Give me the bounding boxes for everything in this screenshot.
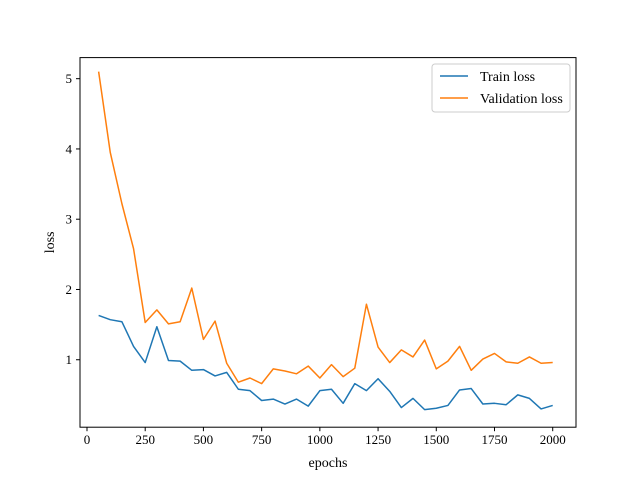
legend-label-train-loss: Train loss: [480, 70, 535, 85]
series-lines: [97, 71, 553, 411]
x-tick-label: 500: [194, 432, 214, 447]
x-tick-label: 1750: [481, 432, 507, 447]
y-axis-label: loss: [43, 232, 58, 254]
x-tick-label: 2000: [540, 432, 566, 447]
y-tick-label: 1: [66, 352, 73, 367]
axis-ticks: 0 250 500 750 1000 1250 1500 1750 2000 1 2 3 4 5: [66, 71, 566, 447]
y-tick-label: 3: [66, 212, 73, 227]
legend-label-validation-loss: Validation loss: [480, 92, 563, 107]
y-tick-label: 2: [66, 282, 73, 297]
x-tick-label: 1250: [365, 432, 391, 447]
legend: Train loss Validation loss: [431, 63, 571, 113]
x-axis-label: epochs: [309, 456, 348, 471]
x-tick-label: 1000: [307, 432, 333, 447]
x-tick-label: 250: [135, 432, 155, 447]
x-tick-label: 750: [252, 432, 272, 447]
x-tick-label: 1500: [423, 432, 449, 447]
plot-frame: [79, 57, 577, 428]
x-tick-label: 0: [84, 432, 91, 447]
series-line-train-loss: [98, 314, 553, 411]
y-tick-label: 5: [66, 71, 73, 86]
series-line-validation-loss: [97, 71, 553, 385]
y-tick-label: 4: [66, 141, 73, 156]
